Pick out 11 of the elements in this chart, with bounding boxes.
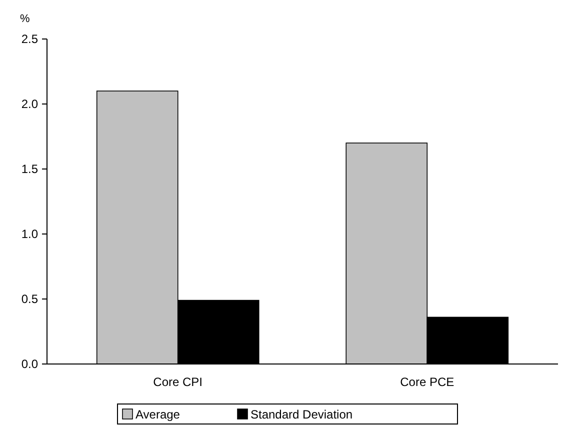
legend-label: Standard Deviation [250,408,353,422]
y-tick-label: 0.5 [21,292,38,306]
y-tick-label: 1.0 [21,227,38,242]
y-tick-label: 0.0 [21,357,38,372]
x-tick-label: Core PCE [400,375,454,389]
x-tick-label: Core CPI [153,375,203,389]
y-tick-label: 2.5 [21,32,38,46]
legend-label: Average [136,408,180,422]
y-tick-label: 2.0 [21,97,38,112]
y-axis-title: % [20,13,30,25]
y-tick-label: 1.5 [21,162,38,176]
